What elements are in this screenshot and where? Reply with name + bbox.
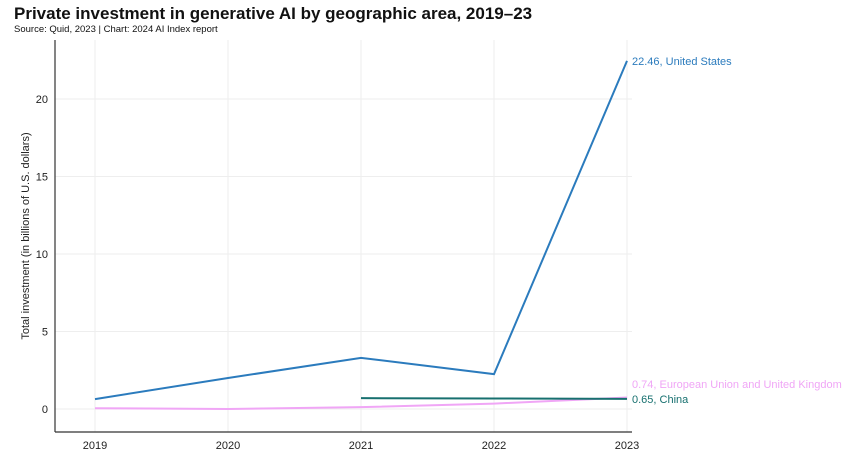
chart-title: Private investment in generative AI by g… (14, 4, 533, 23)
chart-subtitle: Source: Quid, 2023 | Chart: 2024 AI Inde… (14, 24, 218, 35)
y-tick-label: 20 (36, 94, 48, 106)
axes: 2019 2020 2021 2022 2023 0 5 10 15 20 Total invest… (20, 40, 639, 452)
y-axis-label: Total investment (in billions of U.S. do… (20, 132, 32, 339)
series-lines (94, 60, 628, 411)
x-tick-label: 2019 (83, 440, 107, 452)
x-tick-label: 2022 (482, 440, 506, 452)
series-end-label: 0.74, European Union and United Kingdom (632, 379, 842, 391)
y-tick-label: 15 (36, 172, 48, 184)
y-tick-label: 5 (42, 327, 48, 339)
gridlines (55, 40, 632, 432)
x-tick-label: 2021 (349, 440, 373, 452)
x-tick-label: 2020 (216, 440, 240, 452)
x-tick-label: 2023 (615, 440, 639, 452)
series-end-label: 0.65, China (632, 394, 689, 406)
y-tick-label: 0 (42, 404, 48, 416)
y-tick-label: 10 (36, 249, 48, 261)
series-end-label: 22.46, United States (632, 56, 732, 68)
series-labels: 22.46, United States 0.74, European Union… (632, 56, 842, 406)
